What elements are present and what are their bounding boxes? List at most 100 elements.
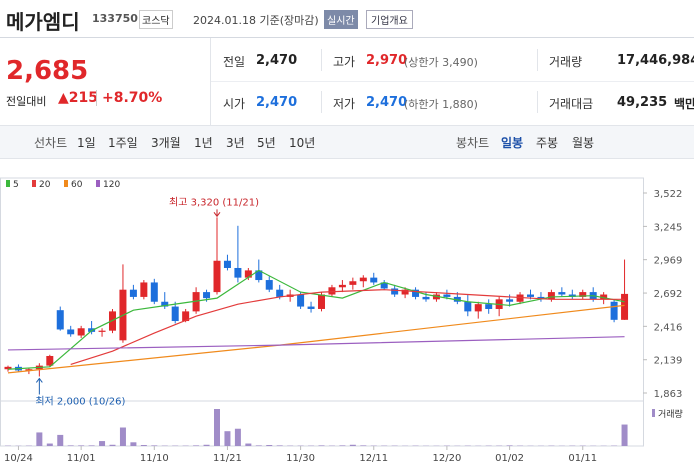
candle-body xyxy=(349,281,357,285)
x-tick-label: 11/10 xyxy=(140,453,169,464)
info-label: 시가 xyxy=(223,97,246,111)
candle-body xyxy=(537,296,545,300)
candle-body xyxy=(600,294,608,300)
y-tick-label: 2,416 xyxy=(654,322,683,333)
candle-body xyxy=(56,310,64,330)
x-tick-label: 12/11 xyxy=(359,453,388,464)
info-unit: 백만 xyxy=(674,97,694,111)
tab[interactable]: 1일 xyxy=(77,136,96,150)
realtime[interactable]: 실시간 xyxy=(324,10,358,29)
legend-swatch xyxy=(64,180,68,187)
candle-body xyxy=(98,330,106,332)
volume-bar xyxy=(360,445,367,446)
tab[interactable]: 월봉 xyxy=(572,136,595,150)
candle-body xyxy=(203,292,211,299)
info-label: 전일 xyxy=(223,55,246,69)
candle-body xyxy=(297,294,305,307)
volume-bar xyxy=(621,424,628,446)
tab[interactable]: 주봉 xyxy=(536,136,559,150)
candle-body xyxy=(265,280,273,290)
divider xyxy=(211,81,694,82)
x-tick-label: 01/02 xyxy=(495,453,524,464)
candle-body xyxy=(422,296,430,300)
candle-body xyxy=(328,287,336,295)
info-value: 2,470 xyxy=(256,95,298,110)
candle-body xyxy=(171,306,179,322)
overview[interactable]: 기업개요 xyxy=(366,10,413,29)
candle-body xyxy=(370,277,378,283)
volume-bar xyxy=(224,431,231,446)
candle-body xyxy=(150,282,158,302)
stock-name: 메가엠디 xyxy=(6,10,80,34)
legend-swatch xyxy=(32,180,36,187)
volume-bar xyxy=(109,444,116,446)
legend-label: 120 xyxy=(103,180,120,190)
y-tick-label: 3,245 xyxy=(654,222,683,233)
header: 메가엠디 133750 코스닥 2024.01.18 기준(장마감) 실시간 기… xyxy=(0,0,694,38)
candle-body xyxy=(485,304,493,309)
candle-body xyxy=(161,301,169,307)
info-value: 2,970 xyxy=(366,53,408,68)
candle-body xyxy=(77,328,85,336)
x-tick-label: 11/30 xyxy=(286,453,315,464)
volume-bar xyxy=(203,444,210,446)
candle-body xyxy=(255,270,263,281)
x-tick-label: 11/21 xyxy=(213,453,242,464)
price-box: 2,685 전일대비 ▲215 +8.70% xyxy=(0,38,211,125)
divider xyxy=(321,91,322,113)
volume-bar xyxy=(214,409,220,446)
volume-bar xyxy=(245,443,252,446)
info-value: 2,470 xyxy=(366,95,408,110)
candle-body xyxy=(25,369,33,371)
info-value: 17,446,984 xyxy=(617,53,694,68)
tab[interactable]: 일봉 xyxy=(501,136,524,150)
volume-bar xyxy=(140,445,147,446)
candle-body xyxy=(579,292,587,297)
legend-label: 5 xyxy=(13,180,19,190)
info-label: 저가 xyxy=(333,97,356,111)
candle-body xyxy=(401,289,409,295)
legend-label: 20 xyxy=(39,180,51,190)
tab-bar: 선차트 1일 1주일 3개월 1년 3년 5년 10년 봉차트 일봉 주봉 월봉 xyxy=(0,125,694,159)
x-tick-label: 11/01 xyxy=(67,453,96,464)
candle-body xyxy=(67,329,75,335)
divider xyxy=(321,49,322,71)
annotation: 최저 2,000 (10/26) xyxy=(35,395,125,407)
tab[interactable]: 3년 xyxy=(226,136,245,150)
candle-body xyxy=(391,288,399,295)
tab[interactable]: 1주일 xyxy=(108,136,138,150)
tab[interactable]: 3개월 xyxy=(151,136,181,150)
annotation: 최고 3,320 (11/21) xyxy=(169,196,259,208)
volume-bar xyxy=(99,441,106,446)
legend-label: 60 xyxy=(71,180,83,190)
info-label: 거래량 xyxy=(549,55,583,69)
legend-swatch xyxy=(96,180,100,187)
volume-legend-swatch xyxy=(652,409,655,417)
y-tick-label: 3,522 xyxy=(654,189,683,200)
volume-label: 거래량 xyxy=(658,408,683,420)
volume-bar xyxy=(67,445,74,446)
y-tick-label: 2,692 xyxy=(654,289,683,300)
annotation-arrowhead xyxy=(35,377,43,383)
tab[interactable]: 1년 xyxy=(194,136,213,150)
info-value: 49,235 xyxy=(617,95,668,110)
tab[interactable]: 5년 xyxy=(257,136,276,150)
info-label: 고가 xyxy=(333,55,356,69)
candle-body xyxy=(359,277,367,282)
x-tick-label: 10/24 xyxy=(4,453,33,464)
tab[interactable]: 10년 xyxy=(289,136,316,150)
y-tick-label: 2,139 xyxy=(654,356,683,367)
volume-bar xyxy=(318,445,325,446)
ma-line xyxy=(7,336,625,351)
legend-swatch xyxy=(6,180,10,187)
y-tick-label: 2,969 xyxy=(654,256,683,267)
candle-body xyxy=(558,292,566,295)
volume-bar xyxy=(130,442,137,446)
ma-line xyxy=(70,289,625,366)
volume-bar xyxy=(119,427,126,446)
candle-body xyxy=(527,294,534,297)
candle-body xyxy=(506,299,514,302)
candle-body xyxy=(244,270,252,278)
candle-body xyxy=(412,289,420,297)
